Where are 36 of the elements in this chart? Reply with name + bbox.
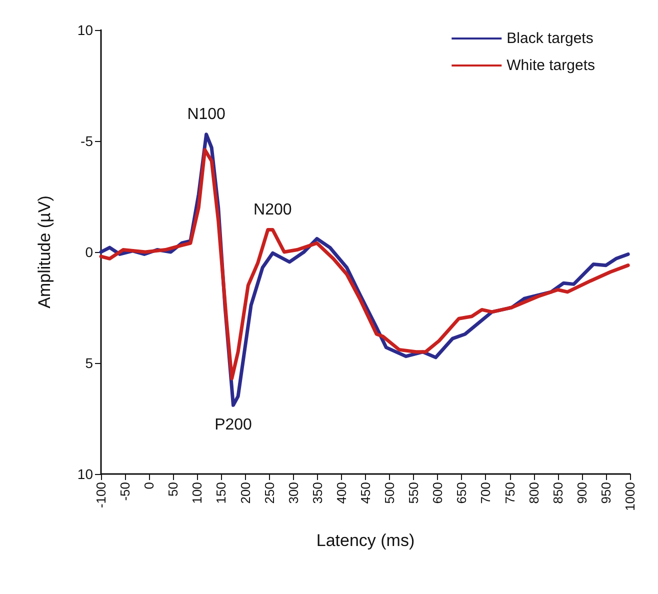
x-tick-label: 0 bbox=[142, 482, 157, 490]
x-tick-label: 200 bbox=[238, 482, 253, 504]
annotation: N200 bbox=[254, 201, 292, 218]
x-tick-label: 600 bbox=[430, 482, 446, 504]
x-tick-label: 50 bbox=[166, 482, 181, 496]
x-tick-label: -50 bbox=[118, 482, 133, 501]
x-tick-label: 950 bbox=[598, 482, 614, 504]
y-tick-label: 10 bbox=[77, 466, 94, 482]
x-tick-label: -100 bbox=[94, 482, 108, 508]
y-tick-label: 5 bbox=[85, 355, 94, 371]
x-tick-label: 550 bbox=[406, 482, 422, 504]
x-tick-label: 250 bbox=[262, 482, 277, 504]
x-tick-label: 300 bbox=[286, 482, 301, 504]
x-tick-label: 100 bbox=[190, 482, 205, 504]
x-tick-label: 400 bbox=[334, 482, 349, 504]
x-tick-label: 700 bbox=[478, 482, 494, 504]
legend-label: White targets bbox=[506, 57, 596, 74]
x-tick-label: 150 bbox=[214, 482, 229, 504]
x-tick-label: 450 bbox=[358, 482, 373, 504]
annotation: N100 bbox=[187, 106, 226, 123]
y-tick-label: -5 bbox=[80, 133, 94, 149]
x-tick-label: 500 bbox=[382, 482, 398, 504]
y-axis-title: Amplitude (µV) bbox=[35, 196, 54, 308]
x-tick-label: 800 bbox=[526, 482, 542, 504]
x-tick-label: 1000 bbox=[622, 482, 638, 511]
y-tick-label: 0 bbox=[85, 244, 94, 260]
x-axis-title: Latency (ms) bbox=[316, 531, 415, 550]
legend-label: Black targets bbox=[506, 30, 594, 47]
line-series bbox=[99, 148, 630, 380]
x-tick-label: 650 bbox=[454, 482, 470, 504]
annotation: P200 bbox=[214, 416, 252, 434]
x-tick-label: 350 bbox=[310, 482, 325, 504]
x-tick-label: 850 bbox=[550, 482, 566, 504]
x-tick-label: 900 bbox=[574, 482, 590, 504]
x-tick-label: 750 bbox=[502, 482, 518, 504]
y-tick-label: 10 bbox=[77, 22, 94, 38]
